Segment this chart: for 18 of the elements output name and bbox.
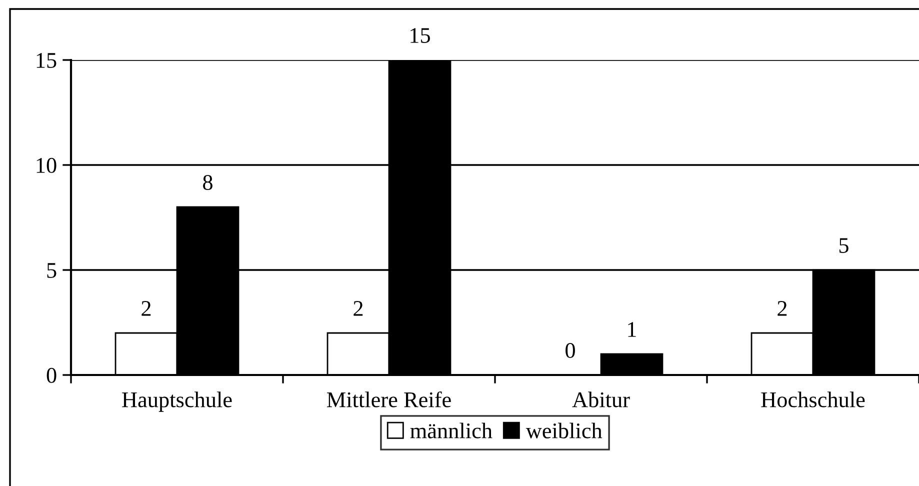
x-tick-label: Hauptschule [122,392,232,412]
y-tick-label: 0 [46,368,56,383]
x-tick-label: Hochschule [761,392,865,408]
data-label: 2 [354,301,363,316]
data-label: 2 [142,301,151,316]
legend-label: weiblich [526,422,602,438]
data-label: 8 [203,174,212,190]
y-tick-label: 10 [36,158,56,173]
x-tick-label: Abitur [572,392,630,408]
y-tick-label: 5 [47,263,56,278]
data-label: 15 [410,28,430,43]
data-label: 1 [628,322,636,337]
legend-label: männlich [410,422,492,438]
data-label: 5 [839,238,848,253]
data-label: 0 [566,342,575,358]
x-tick-label: Mittlere Reife [327,391,451,408]
y-tick-label: 15 [36,53,56,68]
data-label: 2 [778,301,787,316]
